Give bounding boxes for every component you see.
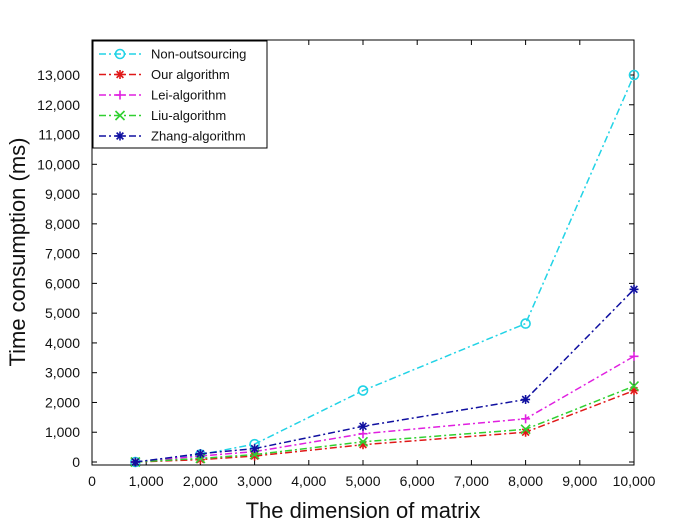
series-zhang-algorithm [130, 284, 639, 467]
y-tick-label: 12,000 [37, 97, 80, 113]
legend-label: Non-outsourcing [151, 47, 246, 62]
marker-circle [628, 69, 640, 81]
marker-stroke [250, 444, 259, 453]
series-line [135, 74, 635, 463]
series-our-algorithm [130, 386, 639, 467]
x-axis: 0 1,000 2,000 3,000 4,000 5,000 6,000 7,000 8,00… [88, 40, 656, 489]
y-tick-label: 3,000 [45, 365, 80, 381]
y-tick-label: 5,000 [45, 305, 80, 321]
data-point [628, 381, 640, 392]
data-point [250, 444, 260, 454]
marker-stroke [359, 440, 367, 449]
x-tick-label: 7,000 [454, 473, 489, 489]
data-point [629, 351, 639, 361]
marker-stroke [131, 458, 140, 466]
legend-entry: Liu-algorithm [99, 108, 226, 123]
x-tick-label: 3,000 [237, 473, 272, 489]
marker-stroke [359, 422, 367, 431]
x-tick-label: 9,000 [562, 473, 597, 489]
marker-stroke [630, 285, 638, 294]
legend-marker [115, 131, 125, 141]
data-point [629, 386, 639, 396]
y-tick-label: 10,000 [37, 156, 80, 172]
legend-label: Zhang-algorithm [151, 129, 246, 144]
legend: Non-outsourcing Our algorithm Lei-algorith… [92, 40, 268, 149]
data-point [521, 394, 531, 404]
y-tick-label: 6,000 [45, 275, 80, 291]
series-layer [130, 69, 640, 468]
data-point [357, 436, 369, 447]
x-tick-label: 10,000 [613, 473, 656, 489]
legend-marker [115, 90, 125, 100]
marker-stroke [116, 132, 124, 140]
data-point [195, 449, 205, 459]
marker-stroke [114, 110, 126, 121]
marker-stroke [196, 449, 205, 458]
data-point [629, 284, 639, 294]
marker-circle [114, 48, 126, 60]
x-tick-label: 5,000 [345, 473, 380, 489]
x-tick-label: 6,000 [400, 473, 435, 489]
y-tick-label: 11,000 [38, 127, 80, 143]
legend-label: Our algorithm [151, 67, 230, 82]
data-point [521, 414, 531, 424]
marker-stroke [521, 428, 530, 437]
legend-entry: Lei-algorithm [99, 88, 226, 103]
y-tick-label: 9,000 [45, 186, 80, 202]
x-axis-title: The dimension of matrix [246, 498, 481, 523]
legend-marker [115, 70, 125, 79]
y-tick-label: 1,000 [45, 424, 80, 440]
marker-stroke [116, 70, 124, 79]
marker-stroke [357, 436, 369, 447]
series-line [135, 288, 635, 463]
series-line [135, 355, 635, 463]
legend-marker [114, 48, 126, 60]
data-point [357, 385, 369, 396]
marker-stroke [195, 453, 206, 464]
y-tick-label: 0 [72, 454, 80, 470]
data-point [195, 453, 206, 464]
x-tick-label: 0 [88, 473, 96, 489]
legend-entry: Zhang-algorithm [99, 129, 246, 144]
y-tick-label: 2,000 [45, 394, 80, 410]
marker-circle [520, 318, 531, 329]
legend-marker [114, 110, 126, 121]
y-tick-label: 7,000 [45, 246, 80, 262]
y-tick-label: 4,000 [45, 335, 80, 351]
legend-label: Liu-algorithm [151, 108, 226, 123]
marker-stroke [521, 395, 530, 404]
series-liu-algorithm [130, 381, 640, 468]
x-tick-label: 8,000 [508, 473, 543, 489]
x-tick-label: 1,000 [129, 473, 164, 489]
x-tick-label: 2,000 [183, 473, 218, 489]
y-tick-label: 8,000 [45, 216, 80, 232]
marker-circle [357, 385, 369, 396]
y-axis: 0 1,000 2,000 3,000 4,000 5,000 6,000 7,000 8,00… [37, 67, 634, 470]
legend-label: Lei-algorithm [151, 88, 226, 103]
legend-entry: Our algorithm [99, 67, 230, 82]
y-tick-label: 13,000 [37, 67, 80, 83]
series-line [135, 389, 635, 463]
data-point [130, 457, 140, 467]
x-tick-label: 4,000 [291, 473, 326, 489]
series-lei-algorithm [130, 351, 639, 467]
series-line [135, 385, 635, 463]
marker-stroke [628, 381, 640, 392]
data-point [358, 421, 368, 431]
data-point [520, 424, 531, 435]
data-point [520, 318, 531, 329]
marker-stroke [520, 424, 531, 435]
y-axis-title: Time consumption (ms) [5, 137, 30, 366]
data-point [628, 69, 640, 81]
legend-entry: Non-outsourcing [99, 47, 246, 62]
